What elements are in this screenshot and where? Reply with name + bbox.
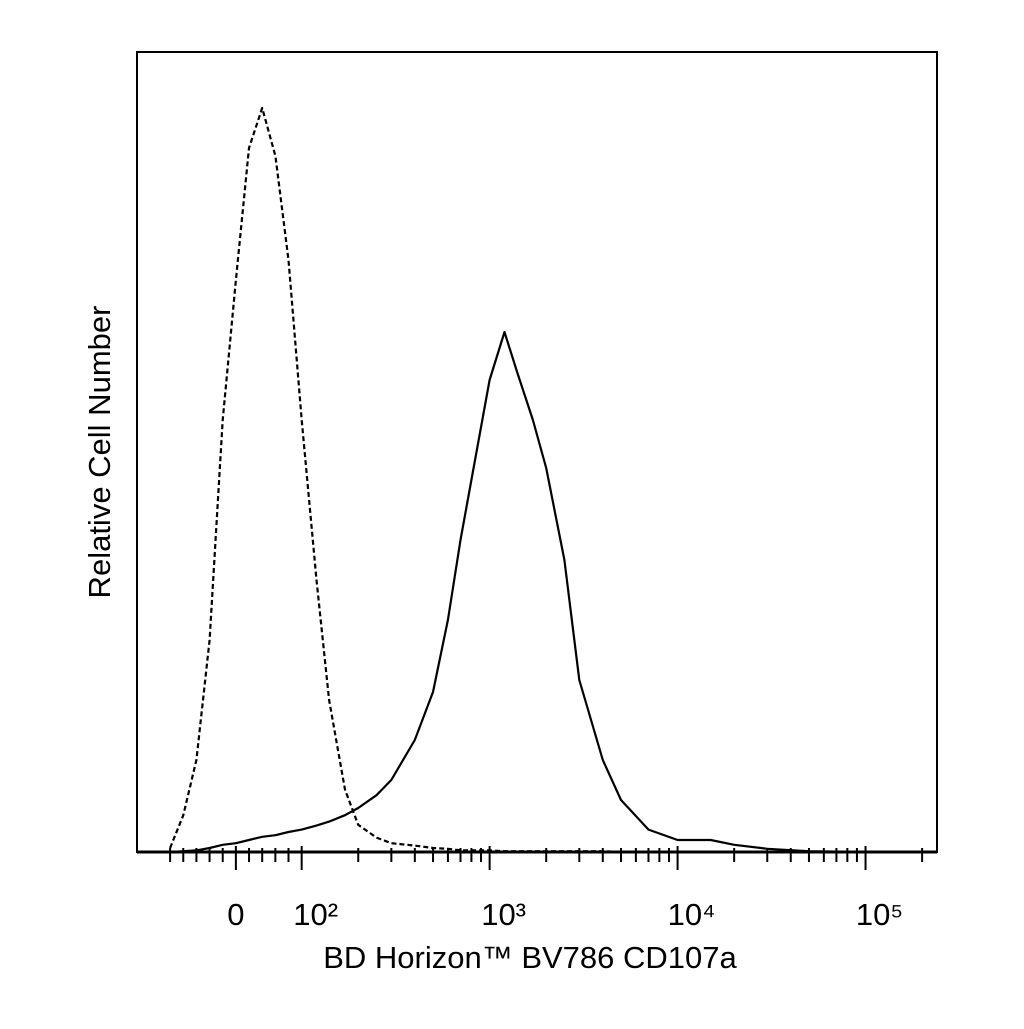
- y-axis-label: Relative Cell Number: [82, 306, 117, 599]
- x-tick-label: 10⁴: [668, 897, 716, 932]
- x-tick-label: 10³: [481, 897, 526, 932]
- x-axis-label: BD Horizon™ BV786 CD107a: [323, 940, 737, 975]
- solid-histogram: [170, 330, 923, 854]
- x-tick-label: 0: [227, 897, 244, 932]
- x-tick-label: 10⁵: [856, 897, 903, 932]
- plot-frame: [136, 51, 938, 853]
- x-tick-label: 10²: [293, 897, 338, 932]
- dashed-histogram: [169, 106, 923, 854]
